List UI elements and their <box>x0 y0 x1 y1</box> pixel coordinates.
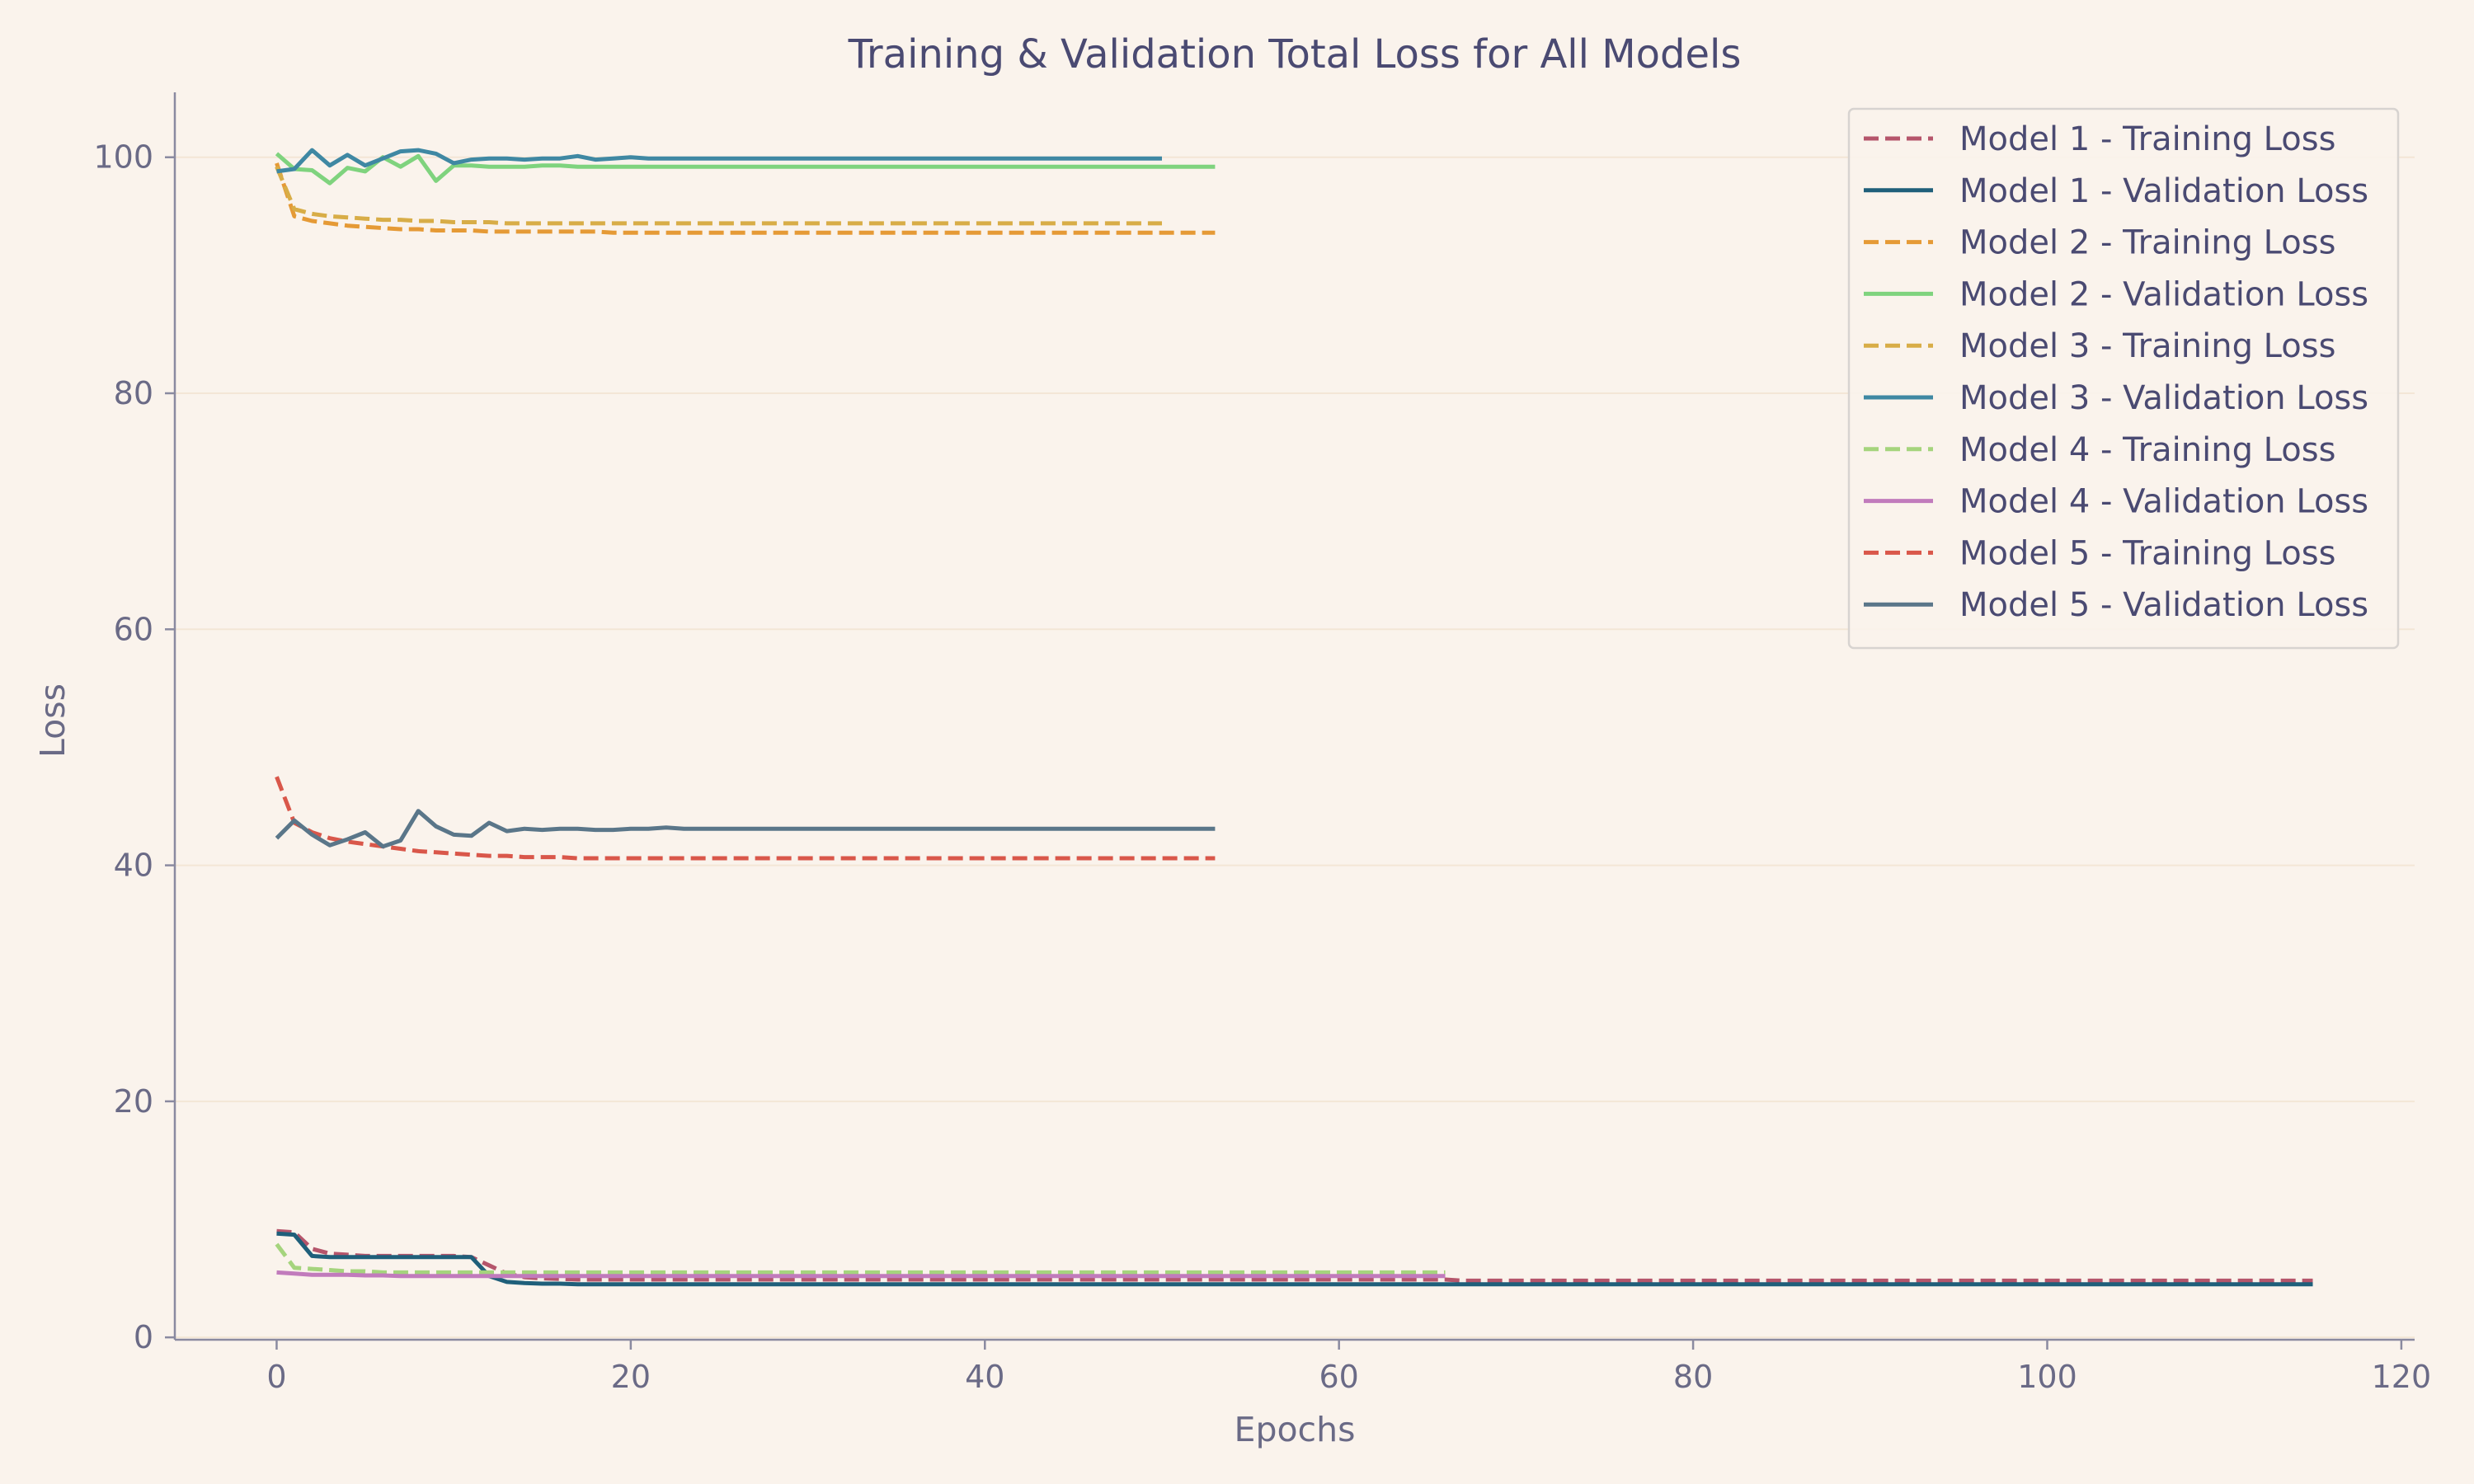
x-tick-label: 0 <box>266 1359 286 1395</box>
legend: Model 1 - Training Loss Model 1 - Validat… <box>1847 107 2400 650</box>
series-line-model-3-training-loss <box>275 166 1162 226</box>
legend-label: Model 2 - Validation Loss <box>1959 275 2368 313</box>
series-line-model-3-validation-loss <box>276 148 1162 174</box>
y-axis-label: Loss <box>33 683 73 758</box>
x-tick-label: 80 <box>1673 1359 1713 1395</box>
x-axis-label: Epochs <box>1235 1410 1356 1449</box>
x-tick-label: 120 <box>2372 1359 2432 1395</box>
series-line-model-2-validation-loss <box>275 152 1216 186</box>
y-tick-label: 0 <box>134 1319 153 1355</box>
series-line-model-1-validation-loss <box>276 1231 2313 1287</box>
legend-label: Model 3 - Validation Loss <box>1959 379 2368 417</box>
chart-title: Training & Validation Total Loss for All… <box>848 31 1742 77</box>
y-tick-label: 60 <box>114 611 153 647</box>
legend-box <box>1847 107 2400 650</box>
x-tick-label: 40 <box>965 1359 1004 1395</box>
legend-label: Model 1 - Training Loss <box>1959 120 2335 158</box>
series-line-model-4-validation-loss <box>276 1270 1446 1279</box>
y-tick-label: 20 <box>114 1083 153 1120</box>
tick-labels: 0 20 40 60 80 100 120 0 20 40 60 80 100 <box>93 139 2431 1395</box>
series-line-model-5-training-loss <box>275 776 1216 861</box>
x-tick-label: 60 <box>1319 1359 1358 1395</box>
legend-label: Model 4 - Validation Loss <box>1959 483 2368 521</box>
y-tick-label: 40 <box>114 848 153 884</box>
plot-lines <box>275 148 2313 1287</box>
y-tick-label: 80 <box>114 375 153 411</box>
x-tick-label: 100 <box>2017 1359 2077 1395</box>
legend-label: Model 2 - Training Loss <box>1959 224 2335 262</box>
legend-label: Model 4 - Training Loss <box>1959 431 2335 469</box>
series-line-model-1-training-loss <box>276 1228 2313 1283</box>
legend-label: Model 1 - Validation Loss <box>1959 172 2368 210</box>
legend-label: Model 5 - Validation Loss <box>1959 586 2368 624</box>
x-tick-label: 20 <box>611 1359 651 1395</box>
series-line-model-5-validation-loss <box>275 809 1216 849</box>
series-line-model-2-training-loss <box>275 162 1216 235</box>
legend-label: Model 3 - Training Loss <box>1959 327 2335 365</box>
series-line-model-4-training-loss <box>275 1242 1446 1275</box>
axes <box>165 92 2415 1350</box>
legend-label: Model 5 - Training Loss <box>1959 534 2335 572</box>
y-tick-label: 100 <box>93 139 153 176</box>
